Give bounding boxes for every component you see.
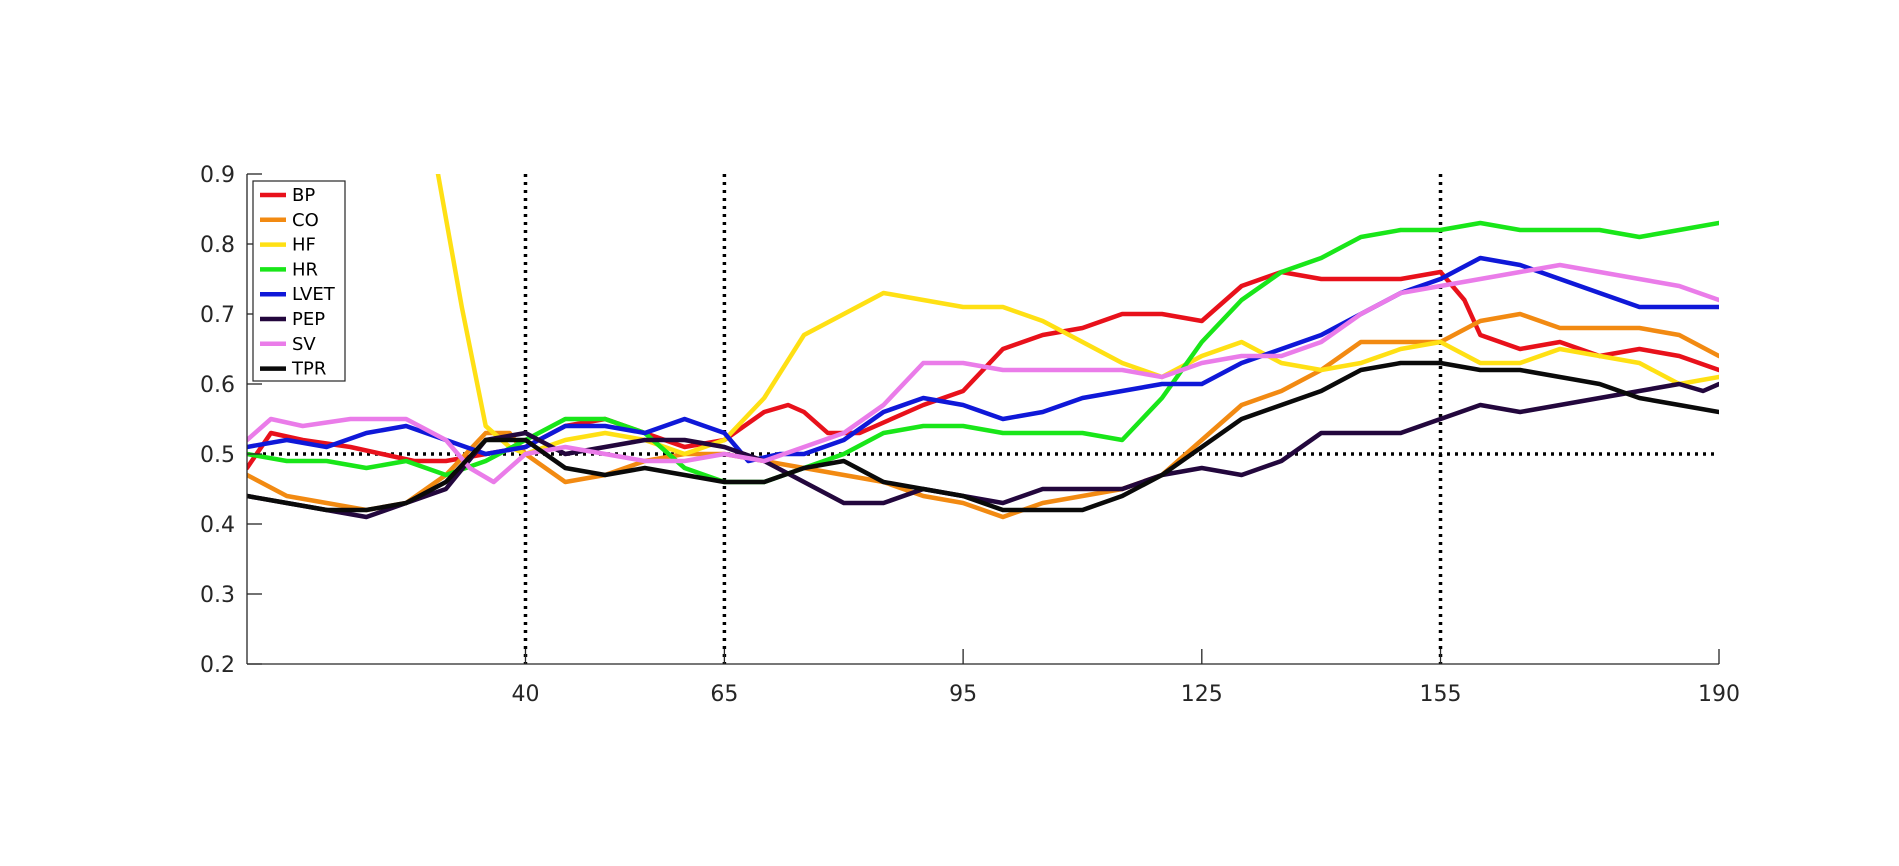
axes: 0.2 0.3 0.4 0.5 0.6 0.7 0.8 0.9 40 65 95 125 155 190 bbox=[200, 163, 1740, 707]
series-lines bbox=[247, 174, 1719, 520]
y-tick-label: 0.6 bbox=[200, 373, 235, 398]
legend-label-hr: HR bbox=[292, 259, 318, 280]
series-line-hf bbox=[435, 174, 1719, 457]
y-tick-label: 0.7 bbox=[200, 303, 235, 328]
x-tick-label: 40 bbox=[511, 682, 539, 707]
legend-label-pep: PEP bbox=[292, 309, 325, 330]
legend-label-co: CO bbox=[292, 210, 319, 231]
y-tick-label: 0.9 bbox=[200, 163, 235, 188]
series-line-sv bbox=[247, 262, 1719, 485]
legend-label-sv: SV bbox=[292, 334, 316, 355]
y-tick-label: 0.3 bbox=[200, 583, 235, 608]
series-line-tpr bbox=[247, 360, 1719, 513]
legend-label-lvet: LVET bbox=[292, 284, 336, 305]
y-tick-label: 0.4 bbox=[200, 513, 235, 538]
x-tick-label: 190 bbox=[1698, 682, 1740, 707]
legend-label-bp: BP bbox=[292, 185, 315, 206]
x-tick-label: 95 bbox=[949, 682, 977, 707]
x-tick-label: 125 bbox=[1181, 682, 1223, 707]
reference-lines bbox=[247, 174, 1719, 664]
series-line-hr bbox=[247, 220, 1719, 485]
series-line-pep bbox=[247, 381, 1719, 520]
x-tick-label: 155 bbox=[1420, 682, 1462, 707]
legend-box bbox=[252, 180, 346, 382]
legend: BP CO HF HR LVET PEP SV TPR bbox=[252, 180, 346, 382]
legend-label-hf: HF bbox=[292, 235, 316, 256]
legend-label-tpr: TPR bbox=[291, 359, 326, 380]
x-tick-label: 65 bbox=[710, 682, 738, 707]
y-tick-label: 0.8 bbox=[200, 233, 235, 258]
y-tick-label: 0.5 bbox=[200, 443, 235, 468]
series-line-lvet bbox=[247, 255, 1719, 464]
y-tick-label: 0.2 bbox=[200, 653, 235, 678]
